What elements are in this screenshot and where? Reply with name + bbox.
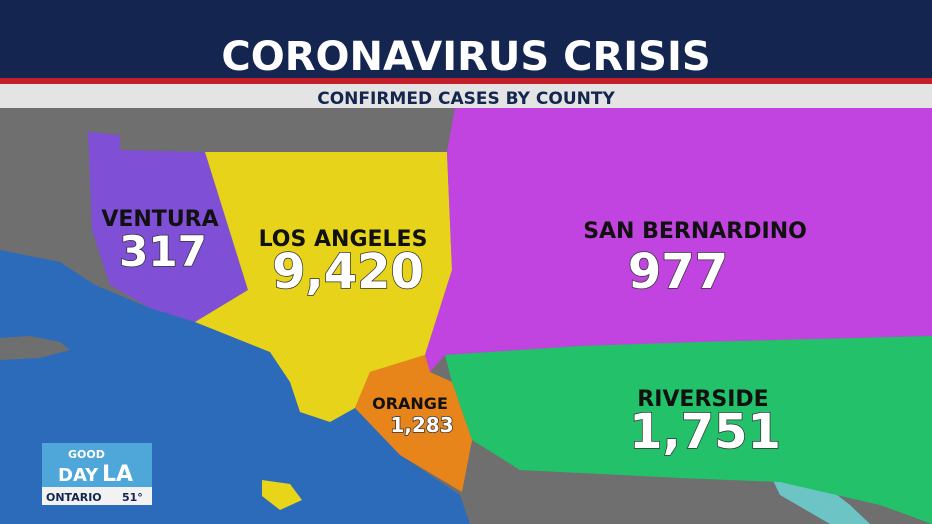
header-stripe <box>0 78 932 84</box>
title: CORONAVIRUS CRISIS <box>221 34 710 80</box>
island <box>262 480 302 510</box>
county-name: SAN BERNARDINO <box>583 219 807 244</box>
county-name: VENTURA <box>101 207 218 232</box>
case-count: 9,420 <box>272 244 424 300</box>
case-count: 1,283 <box>390 413 453 437</box>
county-name: RIVERSIDE <box>637 387 768 412</box>
county-name: LOS ANGELES <box>259 227 428 252</box>
weather-strip <box>42 487 152 505</box>
header-band <box>0 0 932 78</box>
island <box>0 336 70 360</box>
county-name: ORANGE <box>372 394 448 413</box>
logo-text: DAY <box>58 465 99 486</box>
county-riverside <box>445 336 932 524</box>
weather-city: ONTARIO <box>46 491 102 504</box>
county-ventura <box>88 132 248 322</box>
case-count: 317 <box>119 227 207 276</box>
logo-text: LA <box>102 462 133 487</box>
subtitle-band <box>0 84 932 108</box>
logo-box <box>42 443 152 487</box>
county-orange <box>355 355 472 492</box>
weather-temp: 51° <box>122 491 143 504</box>
county-los-angeles <box>195 152 452 422</box>
subtitle: CONFIRMED CASES BY COUNTY <box>317 89 615 109</box>
case-count: 977 <box>628 244 728 300</box>
logo-text: GOOD <box>68 448 105 461</box>
county-san-bernardino <box>425 108 932 372</box>
case-count: 1,751 <box>629 404 781 460</box>
